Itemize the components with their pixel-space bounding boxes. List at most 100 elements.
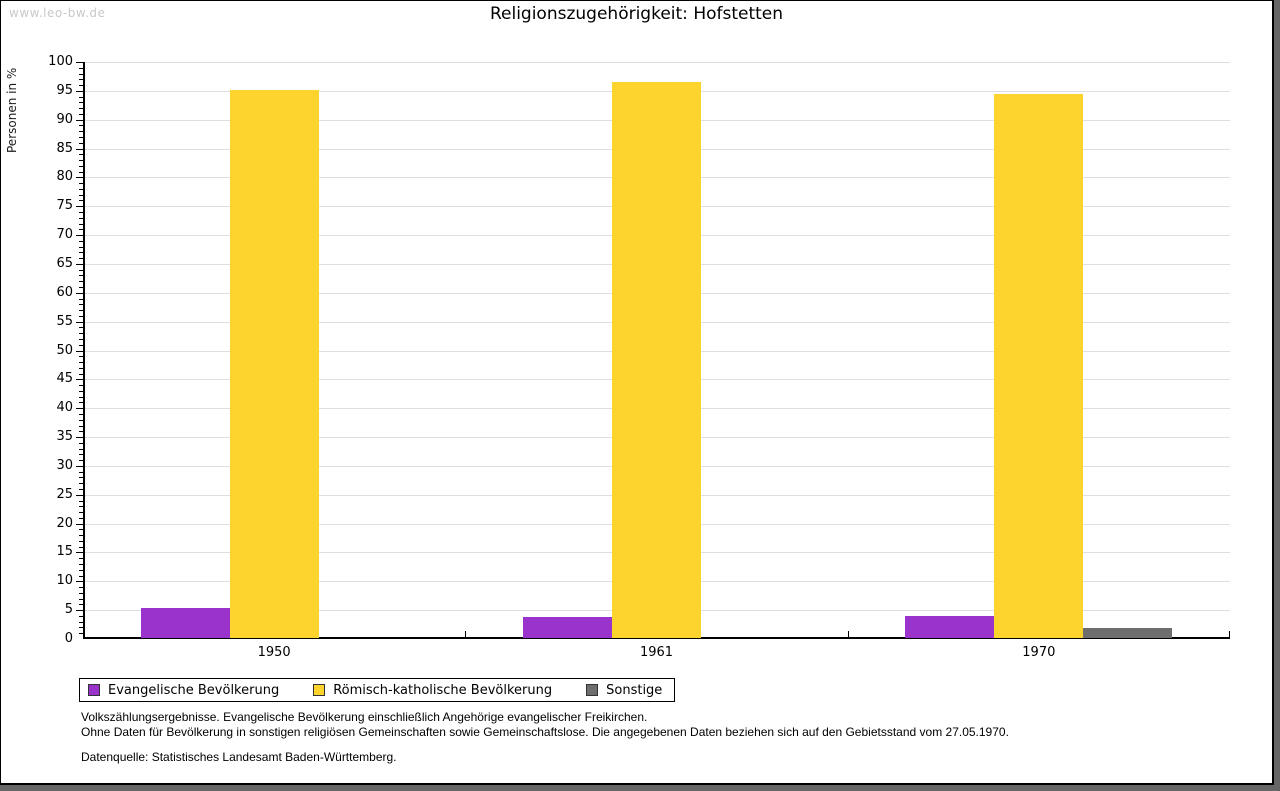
- y-minor-tick: [79, 587, 83, 589]
- y-minor-tick: [79, 431, 83, 433]
- y-major-tick: [76, 90, 83, 92]
- y-minor-tick: [79, 344, 83, 346]
- y-tick-label: 75: [56, 198, 73, 214]
- y-minor-tick: [79, 454, 83, 456]
- y-minor-tick: [79, 246, 83, 248]
- y-minor-tick: [79, 563, 83, 565]
- y-minor-tick: [79, 304, 83, 306]
- y-minor-tick: [79, 240, 83, 242]
- y-major-tick: [76, 465, 83, 467]
- y-tick-label: 85: [56, 140, 73, 156]
- y-minor-tick: [79, 362, 83, 364]
- y-minor-tick: [79, 85, 83, 87]
- y-minor-tick: [79, 488, 83, 490]
- y-major-tick: [76, 581, 83, 583]
- data-source: Datenquelle: Statistisches Landesamt Bad…: [81, 750, 397, 764]
- bar-1970-series-0: [905, 615, 995, 638]
- x-tick: [465, 631, 467, 637]
- chart-title: Religionszugehörigkeit: Hofstetten: [489, 4, 784, 24]
- y-tick-label: 90: [56, 111, 73, 127]
- y-minor-tick: [79, 575, 83, 577]
- y-minor-tick: [79, 471, 83, 473]
- bar-1970-series-2: [1083, 628, 1173, 638]
- y-tick-label: 55: [56, 313, 73, 329]
- legend-label: Evangelische Bevölkerung: [108, 682, 280, 698]
- y-minor-tick: [79, 96, 83, 98]
- y-minor-tick: [79, 558, 83, 560]
- y-minor-tick: [79, 517, 83, 519]
- bar-1970-series-1: [994, 94, 1084, 638]
- y-major-tick: [76, 437, 83, 439]
- y-minor-tick: [79, 281, 83, 283]
- x-tick-label: 1970: [1022, 645, 1056, 660]
- legend-swatch: [586, 684, 599, 696]
- y-minor-tick: [79, 425, 83, 427]
- legend-item: Evangelische Bevölkerung: [88, 683, 279, 698]
- y-minor-tick: [79, 183, 83, 185]
- y-minor-tick: [79, 200, 83, 202]
- y-minor-tick: [79, 165, 83, 167]
- gridline: [85, 62, 1230, 63]
- y-minor-tick: [79, 171, 83, 173]
- y-minor-tick: [79, 373, 83, 375]
- y-axis-line: [83, 62, 85, 639]
- bar-1961-series-0: [523, 616, 612, 638]
- y-minor-tick: [79, 287, 83, 289]
- y-minor-tick: [79, 160, 83, 162]
- y-major-tick: [76, 610, 83, 612]
- y-major-tick: [76, 350, 83, 352]
- y-minor-tick: [79, 460, 83, 462]
- bar-1961-series-1: [612, 82, 701, 638]
- y-major-tick: [76, 523, 83, 525]
- y-tick-label: 20: [56, 515, 73, 531]
- y-minor-tick: [79, 396, 83, 398]
- y-minor-tick: [79, 137, 83, 138]
- y-minor-tick: [79, 310, 83, 312]
- y-minor-tick: [79, 390, 83, 392]
- y-minor-tick: [79, 569, 83, 571]
- y-major-tick: [76, 408, 83, 410]
- y-tick-label: 35: [56, 429, 73, 445]
- y-minor-tick: [79, 131, 83, 133]
- y-minor-tick: [79, 269, 83, 271]
- y-minor-tick: [79, 592, 83, 594]
- y-tick-label: 15: [56, 544, 73, 560]
- legend-label: Sonstige: [606, 682, 663, 698]
- bar-1950-series-0: [140, 608, 230, 638]
- y-major-tick: [76, 177, 83, 179]
- y-minor-tick: [79, 535, 83, 537]
- y-minor-tick: [79, 223, 83, 225]
- y-minor-tick: [79, 154, 83, 156]
- y-minor-tick: [79, 275, 83, 277]
- y-minor-tick: [79, 333, 83, 335]
- y-tick-label: 30: [56, 457, 73, 473]
- y-minor-tick: [79, 413, 83, 415]
- footnote-line: Ohne Daten für Bevölkerung in sonstigen …: [81, 725, 1009, 739]
- y-minor-tick: [79, 67, 83, 69]
- y-minor-tick: [79, 229, 83, 231]
- y-minor-tick: [79, 315, 83, 317]
- y-tick-label: 10: [56, 573, 73, 589]
- x-tick: [847, 631, 849, 637]
- legend-item: Sonstige: [586, 683, 662, 698]
- y-tick-label: 5: [64, 602, 73, 618]
- y-tick-label: 95: [56, 82, 73, 98]
- y-minor-tick: [79, 529, 83, 531]
- y-minor-tick: [79, 327, 83, 329]
- y-tick-label: 0: [64, 631, 73, 646]
- y-minor-tick: [79, 477, 83, 479]
- y-minor-tick: [79, 338, 83, 340]
- y-minor-tick: [79, 483, 83, 485]
- y-tick-label: 100: [48, 54, 73, 69]
- y-minor-tick: [79, 217, 83, 219]
- y-minor-tick: [79, 627, 83, 629]
- x-axis-line: [83, 637, 1230, 639]
- y-minor-tick: [79, 546, 83, 548]
- legend-swatch: [313, 684, 326, 696]
- y-tick-label: 70: [56, 227, 73, 243]
- y-minor-tick: [79, 442, 83, 444]
- bar-1950-series-1: [229, 89, 319, 638]
- y-minor-tick: [79, 108, 83, 110]
- y-major-tick: [76, 552, 83, 554]
